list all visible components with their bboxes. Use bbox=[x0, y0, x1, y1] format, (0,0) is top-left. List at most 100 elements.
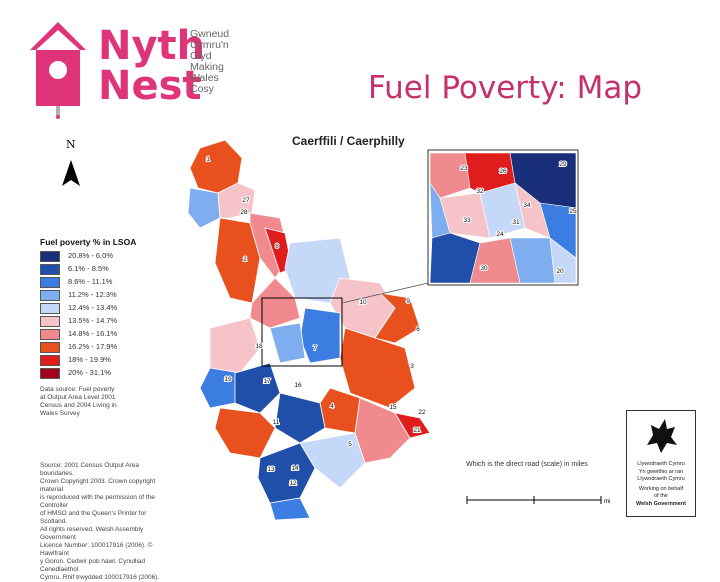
region-number-label: 32 bbox=[476, 188, 484, 195]
region-number-label: 11 bbox=[273, 419, 280, 426]
region-number-label: 4 bbox=[330, 403, 334, 410]
region-number-label: 34 bbox=[523, 202, 531, 209]
note-line: Crown Copyright 2003. Crown copyright ma… bbox=[40, 478, 156, 493]
lsoa-region bbox=[354, 397, 411, 464]
zoom-box bbox=[261, 297, 343, 367]
wg-line: Llywodraeth Cymru bbox=[637, 476, 685, 482]
legend-swatch bbox=[40, 290, 60, 301]
region-number-label: 27 bbox=[242, 197, 250, 204]
logo-word-nyth: Nyth bbox=[98, 23, 206, 69]
scale-end-label: mi bbox=[604, 499, 610, 505]
lsoa-region bbox=[214, 407, 276, 459]
lsoa-region bbox=[269, 322, 306, 364]
legend-label: 20.8% - 6.0% bbox=[68, 251, 114, 260]
lsoa-region bbox=[299, 307, 341, 364]
region-number-label: 13 bbox=[267, 466, 275, 473]
logo-word-nest: Nest bbox=[98, 63, 202, 109]
legend-label: 16.2% - 17.9% bbox=[68, 342, 118, 351]
tagline-line: Gwneud bbox=[190, 28, 230, 40]
north-arrow-icon bbox=[62, 160, 80, 186]
data-source-note: Data source: Fuel poverty at Output Area… bbox=[40, 386, 170, 418]
note-line: y Goron. Cedwir pob hawl. Cynulliad Cene… bbox=[40, 558, 146, 573]
region-number-label: 21 bbox=[413, 427, 421, 434]
note-line: is reproduced with the permission of the… bbox=[40, 494, 155, 509]
region-number-label: 3 bbox=[410, 363, 414, 370]
tagline-line: Wales bbox=[190, 72, 219, 84]
region-number-label: 15 bbox=[389, 404, 397, 411]
welsh-government-logo: Llywodraeth Cymru Yn gweithio ar ran Lly… bbox=[626, 410, 696, 517]
dragon-icon bbox=[647, 419, 677, 453]
legend-swatch bbox=[40, 355, 60, 366]
legend-swatch bbox=[40, 342, 60, 353]
region-number-label: 17 bbox=[263, 378, 271, 385]
wg-line: Yn gweithio ar ran bbox=[638, 469, 684, 475]
lsoa-region bbox=[299, 432, 366, 489]
logo-tagline: Gwneud Cymru'n Glyd Making Wales Cosy bbox=[190, 29, 229, 95]
tagline-line: Cymru'n bbox=[190, 39, 229, 51]
lsoa-region bbox=[394, 412, 431, 439]
lsoa-region bbox=[319, 387, 361, 434]
map-title: Caerffili / Caerphilly bbox=[292, 134, 405, 148]
region-number-label: 6 bbox=[416, 326, 420, 333]
scale-label: Which is the direct road (scale) in mile… bbox=[466, 461, 588, 468]
region-number-label: 5 bbox=[348, 441, 352, 448]
legend-label: 20% - 31.1% bbox=[68, 368, 111, 377]
region-number-label: 18 bbox=[255, 343, 263, 350]
region-number-label: 30 bbox=[480, 265, 488, 272]
note-line: Wales Survey bbox=[40, 410, 80, 417]
note-line: of HMSO and the Queen's Printer for Scot… bbox=[40, 510, 147, 525]
region-number-label: 19 bbox=[224, 376, 232, 383]
legend-label: 18% - 19.9% bbox=[68, 355, 111, 364]
legend-swatch bbox=[40, 264, 60, 275]
region-number-label: 20 bbox=[556, 268, 564, 275]
tagline-line: Cosy bbox=[190, 83, 214, 95]
region-number-label: 24 bbox=[496, 231, 504, 238]
main-map bbox=[187, 139, 431, 521]
legend-swatch bbox=[40, 251, 60, 262]
lsoa-region bbox=[199, 367, 241, 409]
region-number-label: 8 bbox=[275, 243, 279, 250]
legend-swatch bbox=[40, 277, 60, 288]
legend-label: 13.5% - 14.7% bbox=[68, 316, 118, 325]
lsoa-region bbox=[269, 497, 311, 521]
region-number-label: 14 bbox=[291, 465, 299, 472]
region-number-label: 33 bbox=[463, 217, 471, 224]
legend-label: 11.2% - 12.3% bbox=[68, 290, 117, 299]
region-number-label: 1 bbox=[206, 156, 210, 163]
nyth-nest-birdhouse-icon bbox=[30, 22, 86, 119]
note-line: Source: 2001 Census Output Area boundari… bbox=[40, 462, 140, 477]
region-number-label: 28 bbox=[240, 209, 248, 216]
region-number-label: 29 bbox=[559, 161, 567, 168]
lsoa-region bbox=[209, 317, 261, 374]
legend-swatch bbox=[40, 329, 60, 340]
lsoa-region bbox=[187, 187, 221, 229]
slide-title: Fuel Poverty: Map bbox=[368, 70, 643, 106]
wg-line: Welsh Government bbox=[635, 501, 687, 507]
legend-label: 14.8% - 16.1% bbox=[68, 329, 118, 338]
note-line: Cymru. Rhif trwydded 100017916 (2006). bbox=[40, 574, 160, 581]
lsoa-region bbox=[217, 182, 256, 219]
wg-line: Llywodraeth Cymru bbox=[637, 461, 685, 467]
scale-bar: mi bbox=[466, 496, 610, 505]
region-number-label: 10 bbox=[359, 299, 367, 306]
region-number-label: 16 bbox=[294, 382, 302, 389]
region-number-label: 2 bbox=[243, 256, 247, 263]
north-label: N bbox=[66, 138, 76, 151]
region-number-label: 12 bbox=[289, 480, 297, 487]
lsoa-region bbox=[429, 152, 471, 199]
region-number-label: 9 bbox=[406, 298, 410, 305]
legend-label: 12.4% - 13.4% bbox=[68, 303, 118, 312]
region-number-label: 22 bbox=[418, 409, 426, 416]
lsoa-region bbox=[374, 292, 421, 344]
copyright-note: Source: 2001 Census Output Area boundari… bbox=[40, 462, 170, 582]
note-line: Data source: Fuel poverty bbox=[40, 386, 115, 393]
inset-map bbox=[427, 149, 579, 286]
zoom-connector bbox=[341, 282, 429, 304]
region-number-label: 31 bbox=[512, 219, 520, 226]
region-number-label: 23 bbox=[460, 165, 468, 172]
lsoa-region bbox=[274, 392, 326, 444]
lsoa-region bbox=[234, 362, 281, 414]
legend-label: 8.6% - 11.1% bbox=[68, 277, 113, 286]
